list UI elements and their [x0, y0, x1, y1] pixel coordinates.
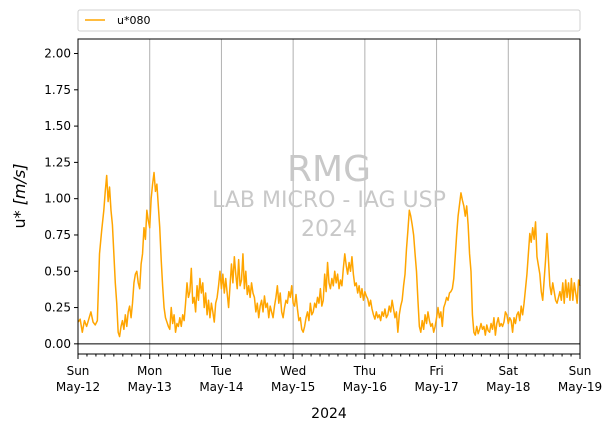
y-tick-label: 1.50	[44, 119, 71, 133]
y-tick-label: 0.75	[44, 228, 71, 242]
x-tick-label-day: Sat	[498, 364, 518, 378]
x-tick-label-date: May-18	[486, 380, 530, 394]
x-tick-label-date: May-16	[343, 380, 387, 394]
watermark-line-2: LAB MICRO - IAG USP	[212, 188, 446, 213]
watermark-line-3: 2024	[301, 217, 357, 242]
legend: u*080	[77, 9, 581, 32]
x-tick-label-date: May-12	[56, 380, 100, 394]
x-tick-label-date: May-17	[414, 380, 458, 394]
y-tick-label: 1.75	[44, 83, 71, 97]
x-tick-label-day: Sun	[67, 364, 90, 378]
watermark-line-1: RMG	[287, 149, 371, 190]
y-tick-label: 2.00	[44, 47, 71, 61]
x-tick-label-day: Fri	[429, 364, 443, 378]
grid	[149, 39, 509, 354]
y-tick-label: 0.50	[44, 264, 71, 278]
x-tick-label-day: Mon	[137, 364, 162, 378]
x-tick-label-day: Wed	[280, 364, 306, 378]
y-tick-label: 0.25	[44, 301, 71, 315]
y-tick-label: 1.25	[44, 155, 71, 169]
plot-area	[78, 39, 580, 354]
x-tick-label-date: May-15	[271, 380, 315, 394]
y-axis-label-quantity: u*	[10, 210, 29, 228]
x-tick-label-date: May-13	[128, 380, 172, 394]
x-axis-label: 2024	[311, 406, 347, 422]
x-tick-label-day: Tue	[210, 364, 232, 378]
y-tick-label: 1.00	[44, 192, 71, 206]
x-tick-label-date: May-14	[199, 380, 243, 394]
x-tick-label-day: Thu	[353, 364, 377, 378]
x-tick-label-date: May-19	[558, 380, 602, 394]
y-axis-label: u* [m/s]	[10, 163, 29, 228]
y-tick-label: 0.00	[44, 337, 71, 351]
x-axis: Sun May-12 Mon May-13 Tue May-14 Wed May-15 Thu M…	[56, 354, 602, 394]
x-tick-label-day: Sun	[569, 364, 592, 378]
series-line-u080	[77, 171, 581, 338]
y-axis-label-unit: [m/s]	[10, 163, 29, 205]
legend-label: u*080	[117, 14, 150, 27]
legend-frame	[77, 9, 581, 32]
watermark: RMG LAB MICRO - IAG USP 2024	[212, 149, 446, 242]
y-axis: 0.00 0.25 0.50 0.75 1.00 1.25 1.50 1.75 2.00	[44, 47, 78, 351]
